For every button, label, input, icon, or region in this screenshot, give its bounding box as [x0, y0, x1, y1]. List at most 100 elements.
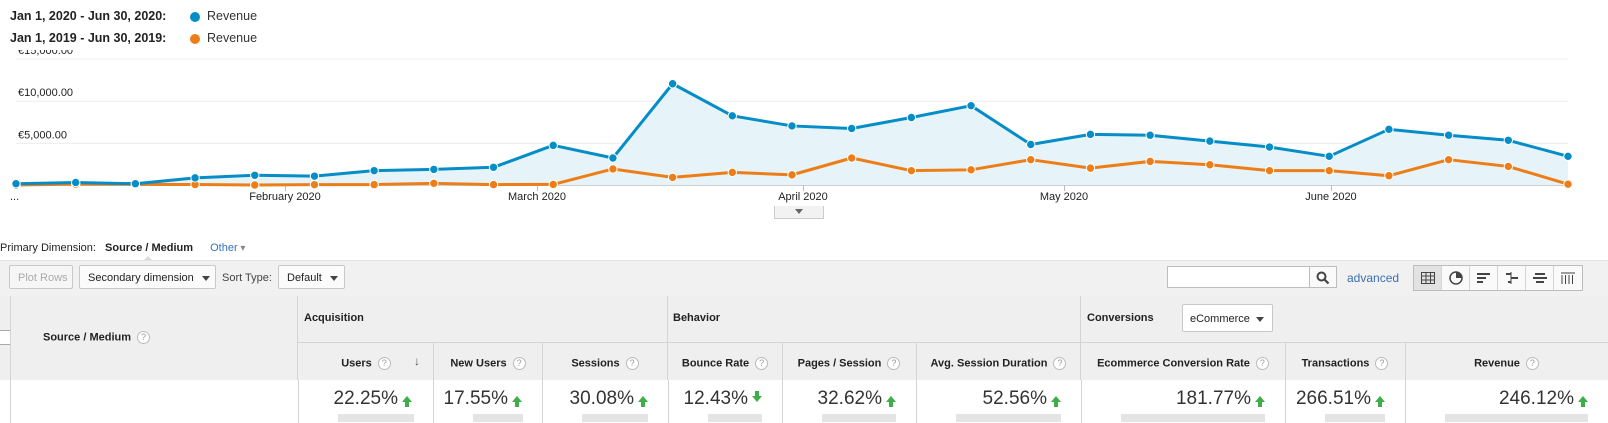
data-point[interactable] [906, 165, 917, 176]
help-icon[interactable]: ? [512, 357, 526, 370]
dimension-source-medium[interactable]: Source / Medium [105, 242, 194, 254]
column-header-2[interactable]: Sessions? [542, 357, 668, 370]
data-point[interactable] [1205, 136, 1215, 146]
revenue-line-chart[interactable]: €15,000.00 €10,000.00 €5,000.00... February… [0, 50, 1608, 210]
help-icon[interactable]: ? [1525, 357, 1539, 370]
sort-descending-icon[interactable]: ↓ [414, 354, 420, 368]
dimension-other-dropdown[interactable]: Other [210, 242, 245, 254]
data-point[interactable] [1324, 165, 1334, 176]
table-view-icon[interactable] [1414, 266, 1442, 290]
sort-type-dropdown[interactable]: Default [278, 265, 345, 289]
data-point[interactable] [608, 153, 618, 163]
data-point[interactable] [429, 178, 439, 189]
data-point[interactable] [906, 112, 917, 123]
x-tick-label: March 2020 [508, 191, 566, 203]
data-point[interactable] [787, 121, 797, 131]
help-icon[interactable]: ? [377, 357, 391, 370]
data-point[interactable] [667, 172, 678, 183]
data-point[interactable] [727, 111, 738, 121]
total-subvalue-placeholder [1445, 414, 1588, 422]
data-point[interactable] [1145, 130, 1155, 140]
data-point[interactable] [1443, 130, 1454, 140]
data-point[interactable] [130, 179, 141, 189]
data-point[interactable] [1026, 154, 1036, 165]
data-point[interactable] [429, 164, 439, 175]
data-point[interactable] [966, 165, 976, 175]
help-icon[interactable]: ? [887, 357, 901, 370]
data-point[interactable] [1264, 142, 1275, 152]
data-point[interactable] [369, 165, 379, 176]
data-point[interactable] [667, 79, 678, 89]
help-icon[interactable]: ? [1375, 357, 1389, 370]
column-header-5[interactable]: Avg. Session Duration? [916, 357, 1081, 370]
data-point[interactable] [1563, 151, 1573, 162]
help-icon[interactable]: ? [137, 331, 151, 344]
data-point[interactable] [488, 162, 499, 172]
data-point[interactable] [250, 170, 260, 180]
arrow-up-icon [1375, 396, 1385, 407]
data-point[interactable] [548, 140, 558, 151]
data-point[interactable] [1145, 156, 1155, 167]
column-header-6[interactable]: Ecommerce Conversion Rate? [1081, 357, 1285, 370]
data-point[interactable] [1264, 165, 1275, 176]
column-header-0[interactable]: Users? [298, 357, 434, 370]
y-tick-label: €10,000.00 [18, 87, 73, 99]
column-header-1[interactable]: New Users? [433, 357, 543, 370]
advanced-filter-link[interactable]: advanced [1347, 271, 1400, 285]
chart-collapse-handle[interactable] [774, 206, 824, 219]
data-point[interactable] [1026, 139, 1036, 150]
data-point[interactable] [1503, 135, 1514, 145]
total-change-text: 246.12% [1498, 388, 1574, 409]
conversions-goal-dropdown[interactable]: eCommerce [1182, 304, 1273, 332]
data-point[interactable] [608, 164, 618, 174]
data-point[interactable] [11, 179, 21, 189]
help-icon[interactable]: ? [1255, 357, 1269, 370]
comparison-icon[interactable] [1498, 266, 1526, 290]
data-point[interactable] [1384, 124, 1394, 135]
pie-chart-icon[interactable] [1442, 266, 1470, 290]
data-point[interactable] [309, 179, 320, 190]
secondary-dimension-dropdown[interactable]: Secondary dimension [79, 265, 216, 289]
column-header-label: Source / Medium [43, 331, 132, 344]
help-icon[interactable]: ? [625, 357, 639, 370]
data-point[interactable] [548, 179, 558, 190]
data-point[interactable] [1085, 163, 1096, 173]
column-header-8[interactable]: Revenue? [1405, 357, 1608, 370]
column-header-7[interactable]: Transactions? [1285, 357, 1405, 370]
data-point[interactable] [846, 123, 857, 134]
series-area-fill [16, 83, 1568, 185]
data-point[interactable] [250, 180, 260, 190]
term-cloud-icon[interactable] [1526, 266, 1554, 290]
total-change-value: 52.56% [983, 388, 1061, 410]
data-point[interactable] [70, 177, 81, 188]
data-point[interactable] [1443, 154, 1454, 165]
data-point[interactable] [846, 153, 857, 163]
data-point[interactable] [1324, 151, 1334, 162]
performance-bars-icon[interactable] [1470, 266, 1498, 290]
data-point[interactable] [488, 179, 499, 190]
table-search-input[interactable] [1167, 266, 1310, 288]
data-point[interactable] [966, 100, 976, 111]
plot-rows-button[interactable]: Plot Rows [9, 265, 73, 289]
data-point[interactable] [1085, 129, 1096, 140]
data-point[interactable] [309, 171, 320, 181]
total-subvalue-placeholder [822, 414, 896, 422]
data-point[interactable] [787, 170, 797, 180]
column-header-4[interactable]: Pages / Session? [782, 357, 916, 370]
help-icon[interactable]: ? [755, 357, 769, 370]
pivot-view-icon[interactable] [1554, 266, 1582, 290]
arrow-up-icon [402, 396, 412, 407]
data-point[interactable] [369, 179, 379, 190]
help-icon[interactable]: ? [1053, 357, 1067, 370]
search-button[interactable] [1310, 266, 1337, 288]
data-point[interactable] [1503, 161, 1514, 172]
data-point[interactable] [1563, 179, 1573, 189]
total-change-value: 22.25% [334, 388, 412, 410]
data-point[interactable] [727, 167, 738, 178]
column-header-source-medium[interactable]: Source / Medium? [43, 331, 151, 344]
data-point[interactable] [1384, 171, 1394, 181]
search-icon [1316, 271, 1330, 285]
data-point[interactable] [1205, 160, 1215, 170]
data-point[interactable] [190, 173, 200, 183]
column-header-3[interactable]: Bounce Rate? [668, 357, 782, 370]
